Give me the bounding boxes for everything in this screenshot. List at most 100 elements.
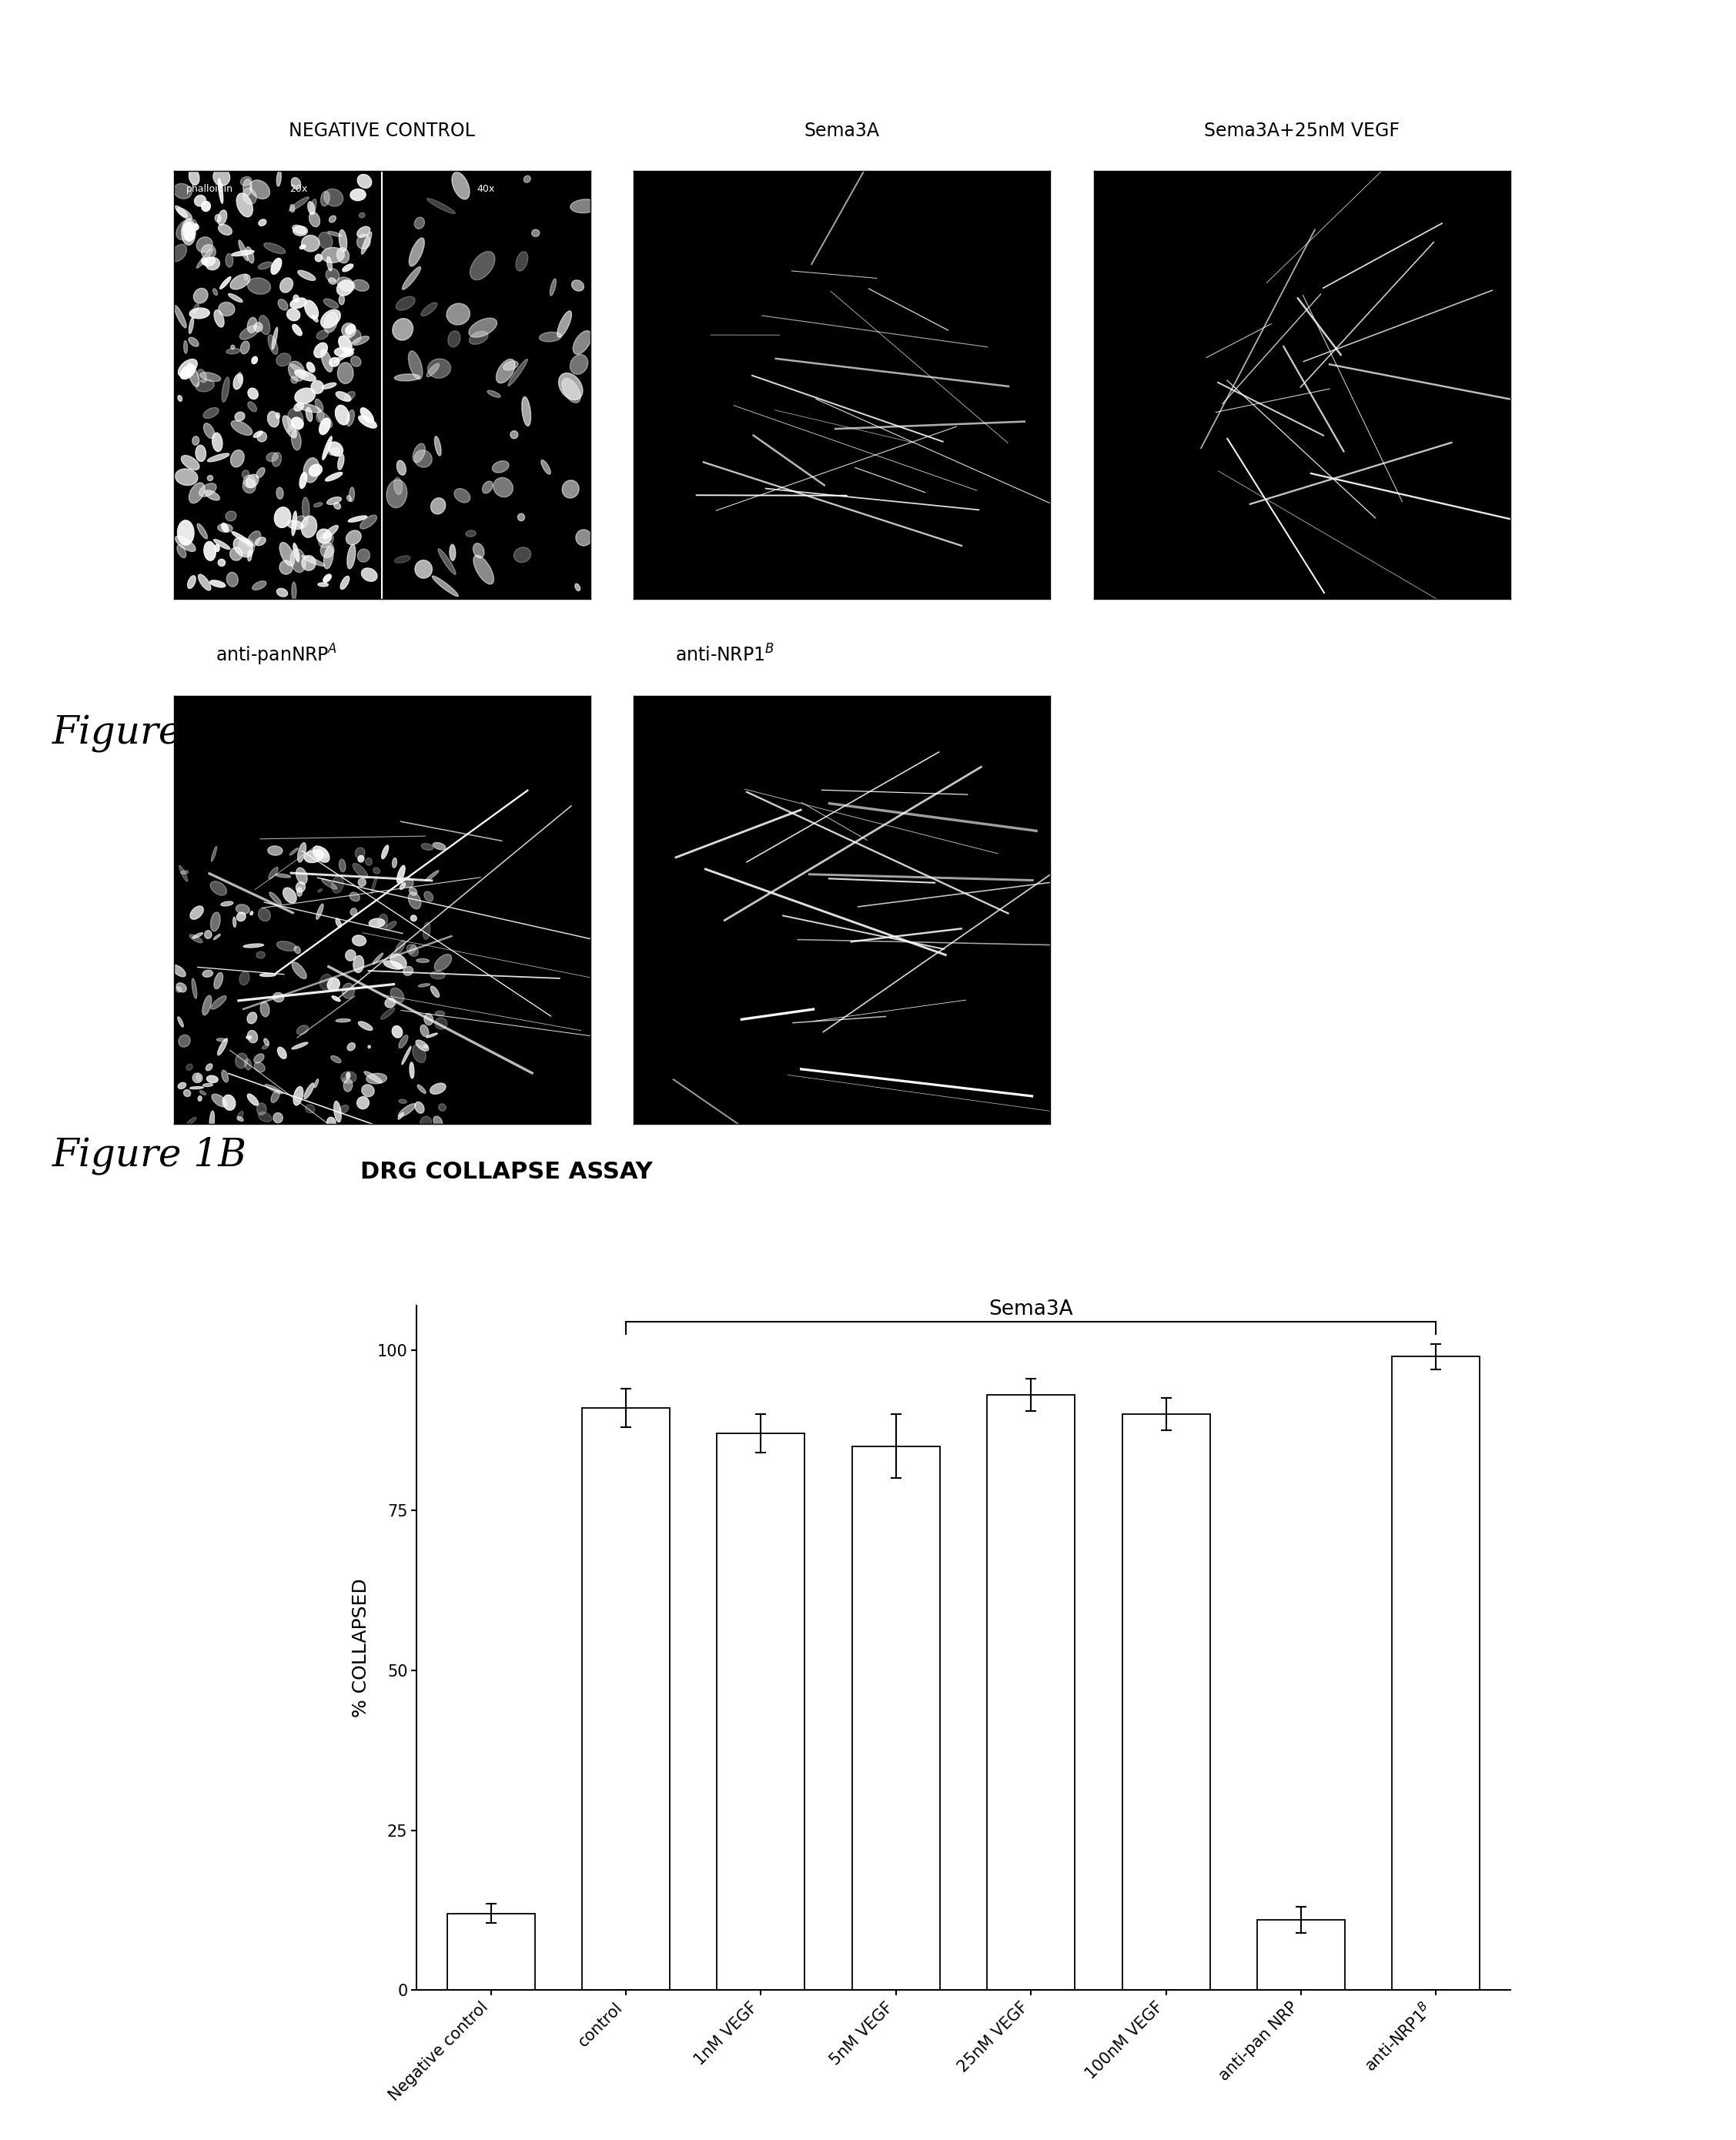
- Ellipse shape: [347, 330, 361, 342]
- Ellipse shape: [448, 332, 460, 347]
- Ellipse shape: [201, 201, 210, 212]
- Ellipse shape: [309, 464, 323, 477]
- Ellipse shape: [434, 954, 451, 972]
- Ellipse shape: [385, 997, 396, 1008]
- Ellipse shape: [304, 458, 319, 484]
- Ellipse shape: [297, 843, 306, 862]
- Ellipse shape: [358, 1096, 370, 1109]
- Ellipse shape: [283, 888, 297, 903]
- Ellipse shape: [417, 959, 429, 963]
- Ellipse shape: [337, 362, 354, 383]
- Ellipse shape: [424, 922, 431, 939]
- Ellipse shape: [279, 278, 293, 293]
- Ellipse shape: [231, 250, 253, 257]
- Ellipse shape: [339, 454, 344, 471]
- Ellipse shape: [302, 235, 319, 253]
- Ellipse shape: [297, 402, 321, 413]
- Ellipse shape: [306, 1104, 314, 1113]
- Ellipse shape: [312, 845, 330, 862]
- Ellipse shape: [189, 935, 203, 944]
- Ellipse shape: [194, 195, 207, 205]
- Ellipse shape: [262, 1044, 269, 1049]
- Ellipse shape: [410, 238, 424, 265]
- Ellipse shape: [295, 882, 306, 892]
- Ellipse shape: [302, 556, 325, 567]
- Bar: [582, 1408, 670, 1990]
- Ellipse shape: [247, 1012, 257, 1023]
- Ellipse shape: [196, 379, 214, 392]
- Ellipse shape: [196, 248, 214, 268]
- Ellipse shape: [368, 1046, 370, 1049]
- Ellipse shape: [569, 355, 589, 374]
- Ellipse shape: [260, 1002, 269, 1016]
- Ellipse shape: [286, 520, 304, 529]
- Ellipse shape: [384, 961, 403, 969]
- Ellipse shape: [434, 437, 441, 456]
- Ellipse shape: [349, 488, 354, 501]
- Ellipse shape: [295, 387, 316, 404]
- Ellipse shape: [238, 539, 255, 554]
- Ellipse shape: [470, 250, 495, 280]
- Ellipse shape: [292, 511, 297, 535]
- Ellipse shape: [252, 357, 257, 364]
- Ellipse shape: [335, 347, 354, 357]
- Ellipse shape: [292, 1042, 307, 1049]
- Ellipse shape: [398, 865, 404, 884]
- Ellipse shape: [220, 901, 233, 905]
- Ellipse shape: [240, 972, 250, 984]
- Ellipse shape: [295, 946, 300, 954]
- Ellipse shape: [276, 589, 288, 597]
- Ellipse shape: [243, 188, 257, 203]
- Ellipse shape: [193, 304, 200, 312]
- Ellipse shape: [345, 950, 356, 961]
- Ellipse shape: [359, 212, 365, 218]
- Ellipse shape: [299, 270, 316, 280]
- Ellipse shape: [231, 345, 234, 349]
- Ellipse shape: [323, 546, 333, 569]
- Ellipse shape: [344, 1079, 352, 1091]
- Ellipse shape: [276, 942, 297, 950]
- Ellipse shape: [378, 914, 387, 929]
- Ellipse shape: [382, 845, 389, 858]
- Ellipse shape: [264, 1038, 269, 1046]
- Ellipse shape: [241, 471, 250, 479]
- Ellipse shape: [345, 325, 356, 334]
- Ellipse shape: [361, 567, 377, 582]
- Ellipse shape: [186, 1117, 196, 1126]
- Ellipse shape: [273, 993, 285, 1002]
- Ellipse shape: [496, 360, 516, 383]
- Ellipse shape: [351, 907, 358, 916]
- Ellipse shape: [358, 856, 365, 862]
- Bar: [1392, 1357, 1481, 1990]
- Ellipse shape: [424, 1044, 427, 1049]
- Ellipse shape: [201, 244, 215, 259]
- Ellipse shape: [342, 263, 352, 272]
- Ellipse shape: [328, 441, 344, 456]
- Ellipse shape: [253, 1061, 266, 1072]
- Ellipse shape: [253, 323, 262, 332]
- Ellipse shape: [238, 1111, 243, 1119]
- Ellipse shape: [432, 843, 446, 850]
- Ellipse shape: [347, 1042, 356, 1051]
- Ellipse shape: [220, 276, 231, 289]
- Ellipse shape: [333, 503, 340, 509]
- Ellipse shape: [398, 460, 406, 475]
- Ellipse shape: [245, 1059, 252, 1070]
- Text: Sema3A: Sema3A: [804, 122, 880, 139]
- Ellipse shape: [401, 877, 413, 888]
- Ellipse shape: [510, 430, 517, 439]
- Ellipse shape: [207, 454, 229, 462]
- Ellipse shape: [321, 248, 344, 263]
- Ellipse shape: [231, 449, 245, 467]
- Ellipse shape: [175, 987, 182, 993]
- Ellipse shape: [196, 1074, 201, 1081]
- Ellipse shape: [248, 550, 252, 561]
- Ellipse shape: [231, 274, 250, 289]
- Ellipse shape: [345, 1072, 351, 1079]
- Ellipse shape: [177, 520, 194, 546]
- Ellipse shape: [347, 496, 351, 501]
- Ellipse shape: [222, 377, 229, 402]
- Ellipse shape: [226, 349, 240, 353]
- Ellipse shape: [295, 370, 316, 381]
- Ellipse shape: [517, 514, 524, 520]
